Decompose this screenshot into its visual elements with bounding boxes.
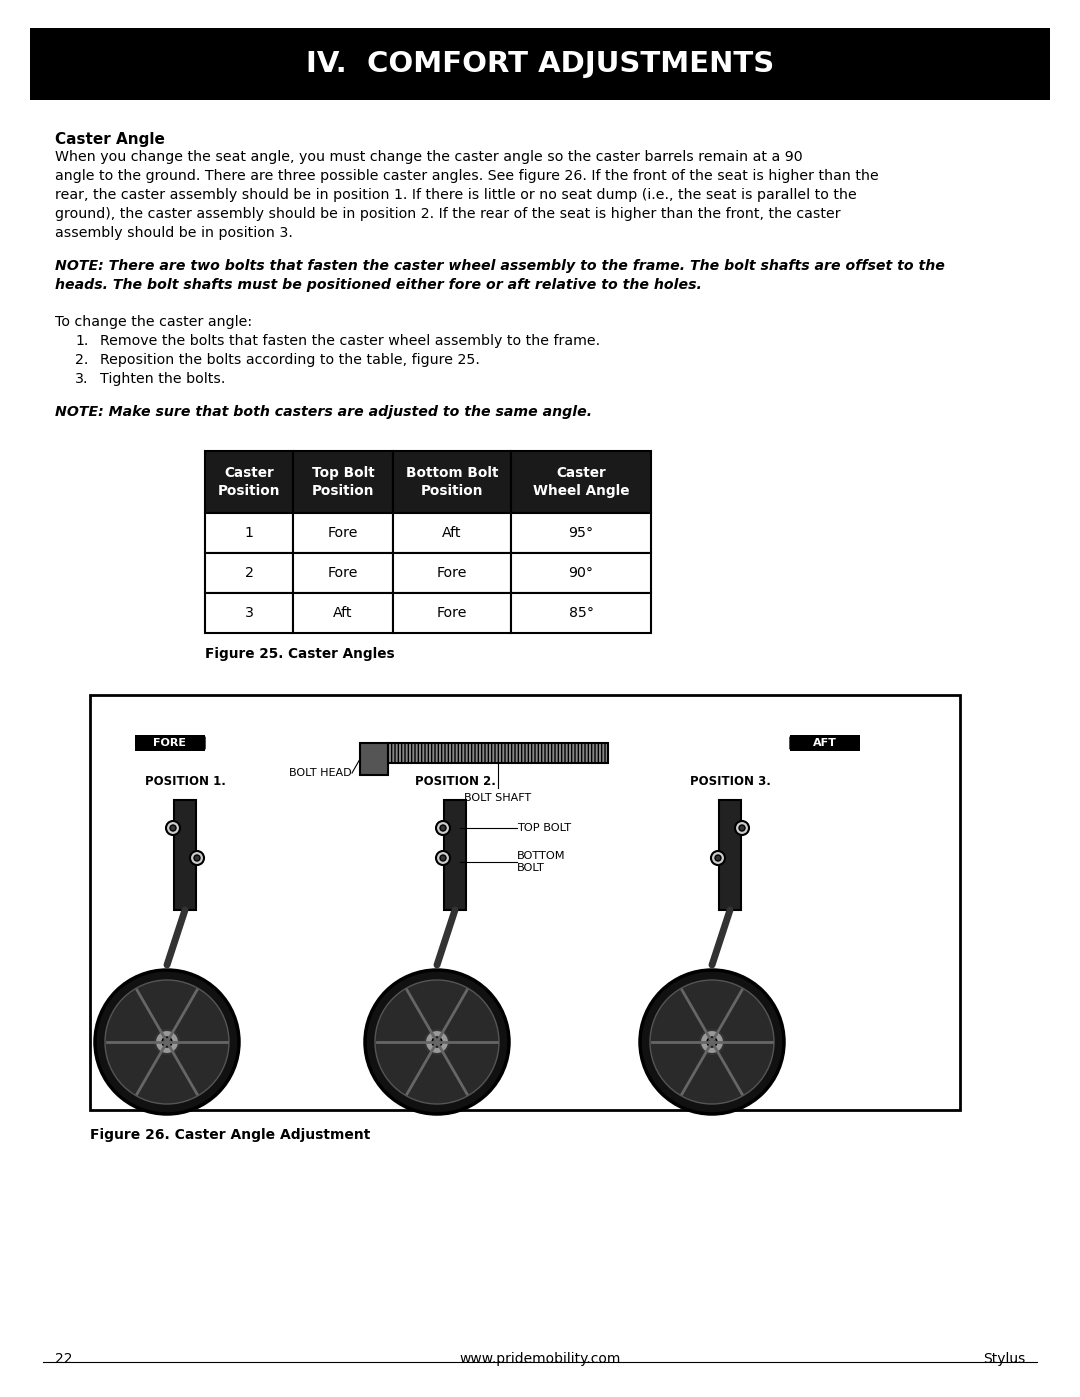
Circle shape bbox=[650, 981, 774, 1104]
Bar bbox=[293, 513, 393, 553]
Text: POSITION 3.: POSITION 3. bbox=[689, 775, 770, 788]
Circle shape bbox=[194, 855, 200, 861]
Text: BOLT HEAD: BOLT HEAD bbox=[289, 768, 352, 778]
Text: Reposition the bolts according to the table, figure 25.: Reposition the bolts according to the ta… bbox=[100, 353, 480, 367]
Circle shape bbox=[166, 821, 180, 835]
Circle shape bbox=[156, 1030, 179, 1053]
Text: BOLT SHAFT: BOLT SHAFT bbox=[464, 793, 531, 803]
Text: NOTE: Make sure that both casters are adjusted to the same angle.: NOTE: Make sure that both casters are ad… bbox=[55, 405, 592, 419]
Circle shape bbox=[440, 826, 446, 831]
Text: 1: 1 bbox=[244, 527, 254, 541]
Bar bbox=[205, 451, 293, 513]
Bar bbox=[205, 592, 293, 633]
Text: ground), the caster assembly should be in position 2. If the rear of the seat is: ground), the caster assembly should be i… bbox=[55, 207, 840, 221]
Bar bbox=[719, 800, 741, 909]
Text: 1.: 1. bbox=[75, 334, 89, 348]
Text: Top Bolt
Position: Top Bolt Position bbox=[312, 465, 375, 499]
Circle shape bbox=[440, 855, 446, 861]
Circle shape bbox=[700, 1030, 724, 1053]
Circle shape bbox=[715, 855, 721, 861]
Circle shape bbox=[711, 851, 725, 865]
Bar bbox=[360, 743, 388, 775]
Bar bbox=[205, 553, 293, 592]
Circle shape bbox=[375, 981, 499, 1104]
Text: heads. The bolt shafts must be positioned either fore or aft relative to the hol: heads. The bolt shafts must be positione… bbox=[55, 278, 702, 292]
Circle shape bbox=[432, 1037, 442, 1046]
Text: Caster Angle: Caster Angle bbox=[55, 131, 165, 147]
Bar bbox=[444, 800, 465, 909]
Text: Fore: Fore bbox=[327, 566, 359, 580]
Text: www.pridemobility.com: www.pridemobility.com bbox=[459, 1352, 621, 1366]
Bar bbox=[135, 735, 205, 752]
Text: assembly should be in position 3.: assembly should be in position 3. bbox=[55, 226, 293, 240]
Circle shape bbox=[105, 981, 229, 1104]
Text: Figure 25. Caster Angles: Figure 25. Caster Angles bbox=[205, 647, 394, 661]
Text: NOTE: There are two bolts that fasten the caster wheel assembly to the frame. Th: NOTE: There are two bolts that fasten th… bbox=[55, 258, 945, 272]
Bar bbox=[393, 513, 511, 553]
Text: Aft: Aft bbox=[334, 606, 353, 620]
Bar bbox=[511, 592, 651, 633]
Text: Figure 26. Caster Angle Adjustment: Figure 26. Caster Angle Adjustment bbox=[90, 1127, 370, 1141]
Circle shape bbox=[95, 970, 239, 1113]
Text: POSITION 1.: POSITION 1. bbox=[145, 775, 226, 788]
Circle shape bbox=[162, 1037, 172, 1046]
Bar bbox=[293, 451, 393, 513]
Text: Stylus: Stylus bbox=[983, 1352, 1025, 1366]
Text: 3: 3 bbox=[244, 606, 254, 620]
Bar bbox=[90, 694, 960, 1111]
Bar bbox=[511, 553, 651, 592]
Text: 85°: 85° bbox=[568, 606, 594, 620]
Bar bbox=[293, 592, 393, 633]
Bar bbox=[393, 553, 511, 592]
Text: Caster
Wheel Angle: Caster Wheel Angle bbox=[532, 465, 630, 499]
Text: 2: 2 bbox=[244, 566, 254, 580]
Bar bbox=[511, 513, 651, 553]
Text: 95°: 95° bbox=[568, 527, 594, 541]
Text: 2.: 2. bbox=[75, 353, 89, 367]
FancyArrow shape bbox=[163, 736, 205, 750]
Text: angle to the ground. There are three possible caster angles. See figure 26. If t: angle to the ground. There are three pos… bbox=[55, 169, 879, 183]
Text: Fore: Fore bbox=[327, 527, 359, 541]
Bar bbox=[393, 451, 511, 513]
Bar bbox=[293, 553, 393, 592]
Circle shape bbox=[365, 970, 509, 1113]
Text: AFT: AFT bbox=[813, 738, 837, 747]
Circle shape bbox=[436, 821, 450, 835]
Text: POSITION 2.: POSITION 2. bbox=[415, 775, 496, 788]
Bar bbox=[174, 800, 195, 909]
Bar bbox=[388, 743, 608, 763]
Text: Caster
Position: Caster Position bbox=[218, 465, 280, 499]
Bar bbox=[789, 735, 860, 752]
Text: Tighten the bolts.: Tighten the bolts. bbox=[100, 372, 226, 386]
Text: Bottom Bolt
Position: Bottom Bolt Position bbox=[406, 465, 498, 499]
Text: BOTTOM
BOLT: BOTTOM BOLT bbox=[517, 851, 566, 873]
Circle shape bbox=[426, 1030, 449, 1053]
Bar bbox=[511, 451, 651, 513]
FancyArrow shape bbox=[789, 736, 832, 750]
Circle shape bbox=[707, 1037, 717, 1046]
Circle shape bbox=[436, 851, 450, 865]
Circle shape bbox=[640, 970, 784, 1113]
Text: FORE: FORE bbox=[153, 738, 187, 747]
Text: rear, the caster assembly should be in position 1. If there is little or no seat: rear, the caster assembly should be in p… bbox=[55, 189, 856, 203]
Text: Fore: Fore bbox=[436, 566, 468, 580]
Text: To change the caster angle:: To change the caster angle: bbox=[55, 314, 252, 330]
Text: Aft: Aft bbox=[442, 527, 462, 541]
Circle shape bbox=[739, 826, 745, 831]
Text: IV.  COMFORT ADJUSTMENTS: IV. COMFORT ADJUSTMENTS bbox=[306, 50, 774, 78]
Bar bbox=[30, 28, 1050, 101]
Text: Remove the bolts that fasten the caster wheel assembly to the frame.: Remove the bolts that fasten the caster … bbox=[100, 334, 600, 348]
Text: When you change the seat angle, you must change the caster angle so the caster b: When you change the seat angle, you must… bbox=[55, 149, 802, 163]
Text: TOP BOLT: TOP BOLT bbox=[517, 823, 571, 833]
Text: Fore: Fore bbox=[436, 606, 468, 620]
Circle shape bbox=[735, 821, 750, 835]
Circle shape bbox=[190, 851, 204, 865]
Text: 22: 22 bbox=[55, 1352, 72, 1366]
Bar bbox=[393, 592, 511, 633]
Text: 3.: 3. bbox=[75, 372, 89, 386]
Text: 90°: 90° bbox=[568, 566, 594, 580]
Bar bbox=[205, 513, 293, 553]
Circle shape bbox=[170, 826, 176, 831]
